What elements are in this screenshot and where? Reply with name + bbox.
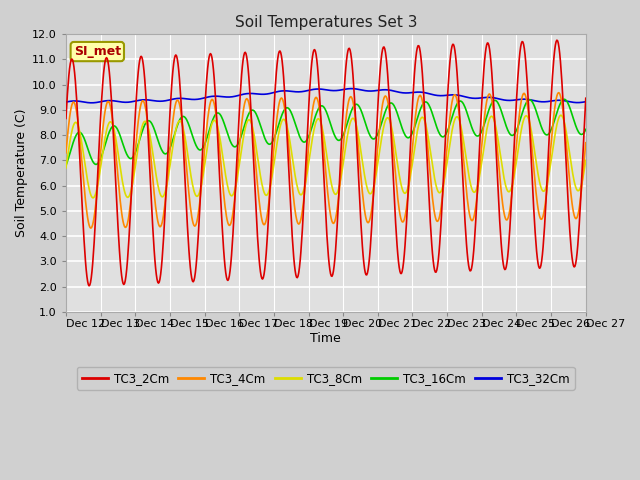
Text: SI_met: SI_met <box>74 45 121 58</box>
Legend: TC3_2Cm, TC3_4Cm, TC3_8Cm, TC3_16Cm, TC3_32Cm: TC3_2Cm, TC3_4Cm, TC3_8Cm, TC3_16Cm, TC3… <box>77 367 575 390</box>
X-axis label: Time: Time <box>310 332 341 345</box>
Y-axis label: Soil Temperature (C): Soil Temperature (C) <box>15 109 28 237</box>
Title: Soil Temperatures Set 3: Soil Temperatures Set 3 <box>235 15 417 30</box>
